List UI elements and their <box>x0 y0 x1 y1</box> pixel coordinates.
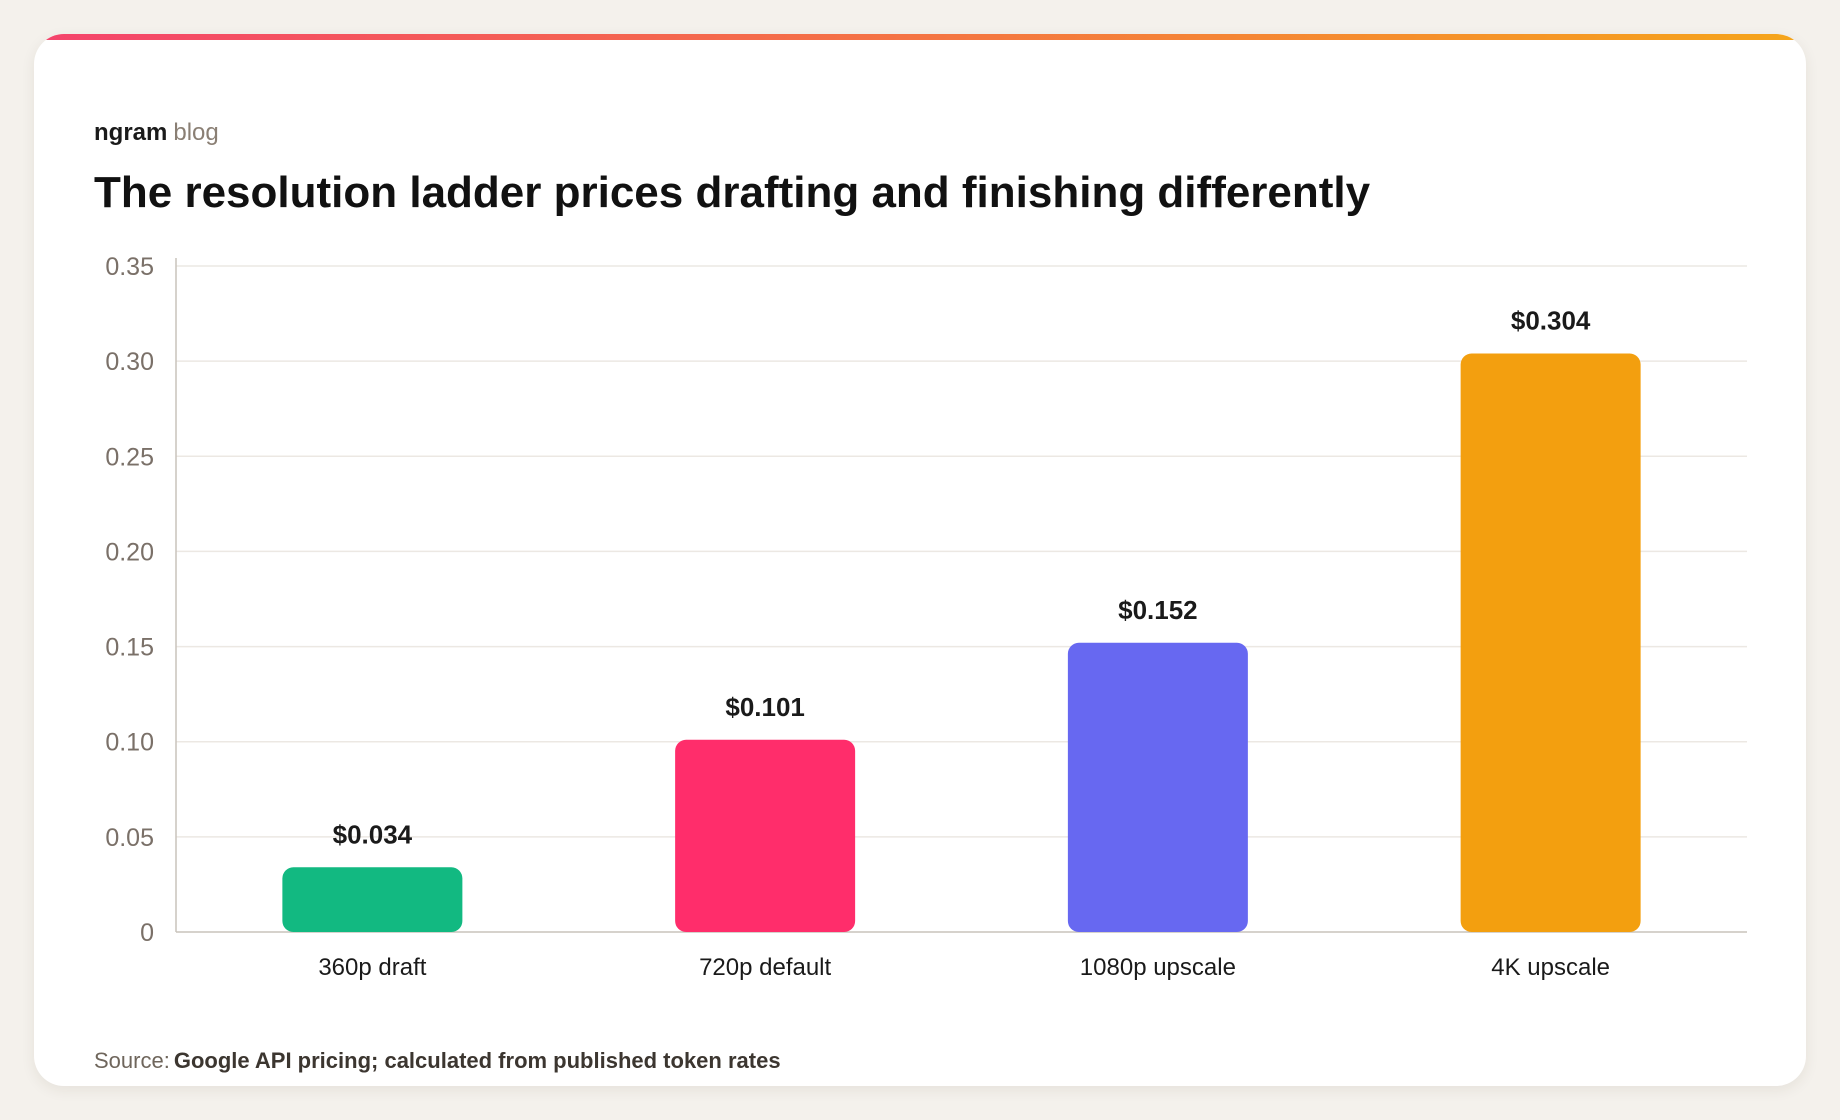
data-label: $0.304 <box>1511 306 1591 336</box>
y-tick-label: 0 <box>140 919 154 947</box>
y-tick-labels: 0 0.05 0.10 0.15 0.20 0.25 0.30 0.35 <box>105 253 154 947</box>
bars <box>282 353 1641 932</box>
x-tick-label: 720p default <box>699 954 831 981</box>
source-text: Google API pricing; calculated from publ… <box>173 1048 781 1073</box>
y-tick-label: 0.25 <box>105 443 154 471</box>
bar <box>1460 353 1641 932</box>
data-label: $0.152 <box>1118 595 1198 625</box>
bar-chart: 0 0.05 0.10 0.15 0.20 0.25 0.30 0.35 $0.034 $0.1… <box>105 253 1747 981</box>
x-tick-label: 360p draft <box>318 954 426 981</box>
accent-bar <box>34 34 1806 40</box>
data-labels: $0.034 $0.101 $0.152 $0.304 <box>333 306 1591 850</box>
bar <box>675 739 856 932</box>
chart-title: The resolution ladder prices drafting an… <box>94 168 1371 217</box>
source-label: Source: <box>94 1048 170 1073</box>
x-tick-label: 4K upscale <box>1491 954 1610 981</box>
bar <box>1067 642 1248 932</box>
y-tick-label: 0.10 <box>105 729 154 757</box>
brand: ngram blog <box>94 118 219 148</box>
data-label: $0.101 <box>725 692 805 722</box>
y-tick-label: 0.15 <box>105 634 154 662</box>
x-tick-labels: 360p draft 720p default 1080p upscale 4K up… <box>318 954 1610 981</box>
bar <box>282 867 463 932</box>
y-tick-label: 0.20 <box>105 538 154 566</box>
source-note: Source: Google API pricing; calculated fr… <box>94 1047 781 1075</box>
y-tick-label: 0.35 <box>105 253 154 281</box>
chart-card: ngram blog The resolution ladder prices d… <box>34 34 1806 1086</box>
x-tick-label: 1080p upscale <box>1080 954 1236 981</box>
y-tick-label: 0.30 <box>105 348 154 376</box>
brand-suffix: blog <box>173 119 219 146</box>
data-label: $0.034 <box>333 819 413 849</box>
brand-name: ngram <box>94 119 168 146</box>
y-tick-label: 0.05 <box>105 824 154 852</box>
